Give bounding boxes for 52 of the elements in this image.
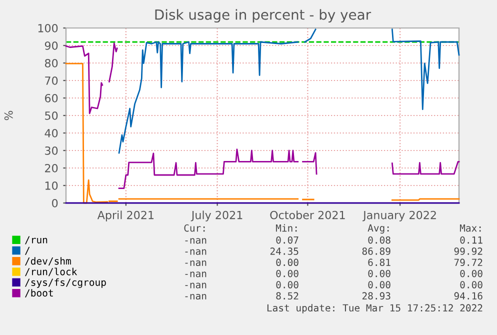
x-tick-label: July 2021 [190,210,242,222]
text: 0.00 [368,281,390,288]
text: -nan [185,294,206,300]
text: 94.16 [454,292,482,300]
text: 0.07 [276,236,298,244]
legend-label: /sys/fs/cgroup [25,278,106,288]
text: 0.00 [460,270,482,278]
text: 0.00 [276,281,298,288]
y-tick-label: 10 [45,181,58,190]
text: 0.08 [368,236,390,244]
legend-label: / [25,246,30,255]
y-tick-label: 20 [45,164,58,172]
legend-label: /dev/shm [25,257,71,266]
text: 24.35 [270,248,298,255]
text: 79.72 [454,258,482,266]
text: -nan [185,282,206,288]
chart-title: Disk usage in percent - by year [155,9,372,23]
legend-label: /run [25,236,48,244]
y-tick-label: 100 [38,24,58,32]
x-tick-label: January 2022 [362,210,436,222]
x-tick-label: April 2021 [97,210,154,222]
y-tick-label: 50 [45,111,58,120]
text: Last update: Tue Mar 15 17:25:12 2022 [267,304,482,314]
text: 0.00 [276,270,298,278]
y-tick-label: 80 [44,58,58,68]
y-tick-label: 0 [52,198,58,208]
y-tick-label: 90 [44,41,58,50]
text: -nan [185,260,206,266]
text: Max: [460,224,481,232]
text: -nan [185,272,206,278]
x-tick-label: October 2021 [270,210,345,220]
text: 99.92 [454,248,482,255]
text: 8.52 [276,292,298,300]
text: 86.89 [362,248,390,255]
text: 0.11 [460,236,482,244]
y-tick-label: 60 [45,94,58,102]
text: Min: [276,224,297,232]
y-tick-label: 40 [44,128,58,138]
legend-label: /boot [25,289,53,298]
legend-label: /run/lock [25,268,78,276]
text: 0.00 [460,281,482,288]
y-tick-label: 70 [45,76,58,85]
text: 0.00 [368,270,390,278]
text: 28.93 [362,292,390,300]
text: 6.81 [368,258,390,266]
text: Cur: [184,224,205,232]
text: Avg: [368,224,389,234]
text: -nan [185,249,206,255]
text: -nan [185,238,206,244]
y-axis-title: % [4,110,13,120]
y-tick-label: 30 [45,146,58,155]
text: 0.00 [276,258,298,266]
